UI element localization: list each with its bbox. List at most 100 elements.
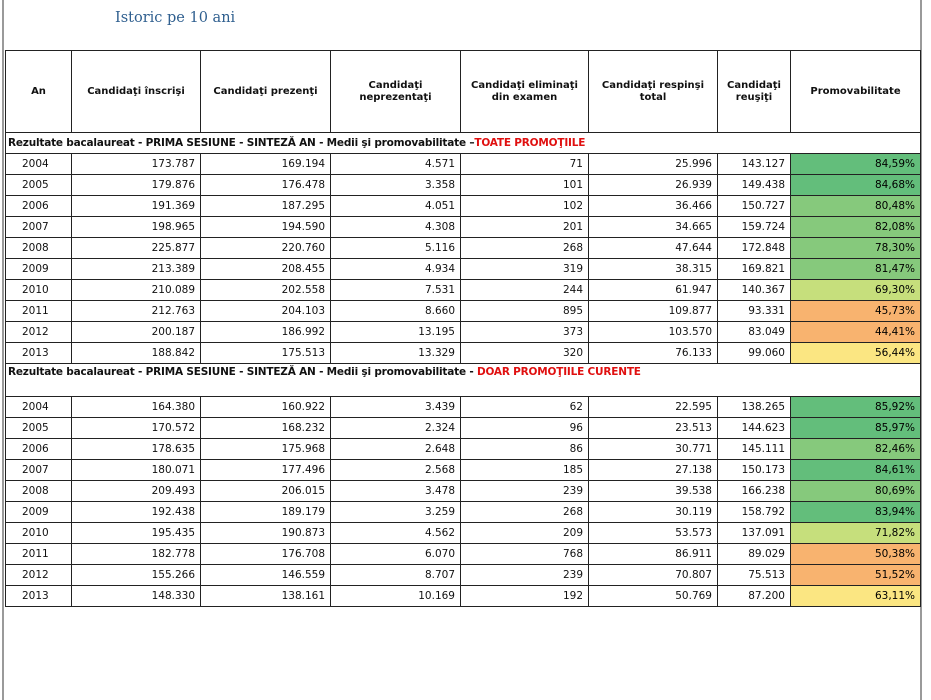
value-cell: 175.968	[200, 438, 331, 460]
value-cell: 178.635	[71, 438, 201, 460]
value-cell: 83.049	[717, 321, 791, 343]
value-cell: 137.091	[717, 522, 791, 544]
promovabilitate-cell: 84,68%	[790, 174, 921, 196]
value-cell: 3.358	[330, 174, 461, 196]
value-cell: 192	[460, 585, 589, 607]
value-cell: 150.173	[717, 459, 791, 481]
header-row: An Candidaţi înscrişi Candidaţi prezenţi…	[5, 50, 921, 133]
promovabilitate-cell: 83,94%	[790, 501, 921, 523]
value-cell: 53.573	[588, 522, 718, 544]
promovabilitate-cell: 81,47%	[790, 258, 921, 280]
value-cell: 220.760	[200, 237, 331, 259]
value-cell: 150.727	[717, 195, 791, 217]
value-cell: 182.778	[71, 543, 201, 565]
value-cell: 3.259	[330, 501, 461, 523]
value-cell: 198.965	[71, 216, 201, 238]
value-cell: 138.161	[200, 585, 331, 607]
value-cell: 188.842	[71, 342, 201, 364]
table-row: 2006 191.369 187.295 4.051 102 36.466 150.727 8…	[5, 195, 921, 217]
value-cell: 225.877	[71, 237, 201, 259]
value-cell: 176.708	[200, 543, 331, 565]
value-cell: 86.911	[588, 543, 718, 565]
section-header-row: Rezultate bacalaureat - PRIMA SESIUNE - …	[5, 132, 921, 154]
table-row: 2004 173.787 169.194 4.571 71 25.996 143.127 84…	[5, 153, 921, 175]
value-cell: 168.232	[200, 417, 331, 439]
value-cell: 268	[460, 501, 589, 523]
year-cell: 2012	[5, 321, 72, 343]
year-cell: 2012	[5, 564, 72, 586]
value-cell: 4.562	[330, 522, 461, 544]
value-cell: 76.133	[588, 342, 718, 364]
value-cell: 138.265	[717, 396, 791, 418]
promovabilitate-cell: 82,46%	[790, 438, 921, 460]
year-cell: 2007	[5, 216, 72, 238]
value-cell: 244	[460, 279, 589, 301]
value-cell: 172.848	[717, 237, 791, 259]
value-cell: 189.179	[200, 501, 331, 523]
promovabilitate-cell: 50,38%	[790, 543, 921, 565]
year-cell: 2011	[5, 300, 72, 322]
promovabilitate-cell: 84,59%	[790, 153, 921, 175]
section-header-cell: Rezultate bacalaureat - PRIMA SESIUNE - …	[5, 363, 921, 397]
table-row: 2004 164.380 160.922 3.439 62 22.595 138.265 85…	[5, 396, 921, 418]
value-cell: 89.029	[717, 543, 791, 565]
value-cell: 209.493	[71, 480, 201, 502]
value-cell: 170.572	[71, 417, 201, 439]
header-cell: Candidaţi reuşiţi	[717, 50, 791, 133]
value-cell: 169.821	[717, 258, 791, 280]
table-row: 2005 179.876 176.478 3.358 101 26.939 149.438 8…	[5, 174, 921, 196]
promovabilitate-cell: 84,61%	[790, 459, 921, 481]
value-cell: 99.060	[717, 342, 791, 364]
promovabilitate-cell: 71,82%	[790, 522, 921, 544]
year-cell: 2005	[5, 417, 72, 439]
value-cell: 27.138	[588, 459, 718, 481]
value-cell: 144.623	[717, 417, 791, 439]
value-cell: 212.763	[71, 300, 201, 322]
table-row: 2011 212.763 204.103 8.660 895 109.877 93.331 4…	[5, 300, 921, 322]
value-cell: 3.478	[330, 480, 461, 502]
results-table: An Candidaţi înscrişi Candidaţi prezenţi…	[5, 50, 921, 607]
year-cell: 2006	[5, 195, 72, 217]
table-row: 2005 170.572 168.232 2.324 96 23.513 144.623 85…	[5, 417, 921, 439]
year-cell: 2011	[5, 543, 72, 565]
table-row: 2013 188.842 175.513 13.329 320 76.133 99.060 5…	[5, 342, 921, 364]
promovabilitate-cell: 78,30%	[790, 237, 921, 259]
value-cell: 96	[460, 417, 589, 439]
promovabilitate-cell: 63,11%	[790, 585, 921, 607]
promovabilitate-cell: 69,30%	[790, 279, 921, 301]
section-highlight: DOAR PROMOŢIILE CURENTE	[476, 366, 641, 378]
value-cell: 190.873	[200, 522, 331, 544]
year-cell: 2008	[5, 237, 72, 259]
value-cell: 209	[460, 522, 589, 544]
value-cell: 6.070	[330, 543, 461, 565]
value-cell: 187.295	[200, 195, 331, 217]
year-cell: 2010	[5, 522, 72, 544]
year-cell: 2007	[5, 459, 72, 481]
promovabilitate-cell: 80,48%	[790, 195, 921, 217]
value-cell: 75.513	[717, 564, 791, 586]
value-cell: 4.051	[330, 195, 461, 217]
value-cell: 23.513	[588, 417, 718, 439]
section-highlight: TOATE PROMOŢIILE	[474, 137, 586, 149]
value-cell: 201	[460, 216, 589, 238]
header-cell: Candidaţi respinşi total	[588, 50, 718, 133]
value-cell: 13.329	[330, 342, 461, 364]
value-cell: 36.466	[588, 195, 718, 217]
promovabilitate-cell: 80,69%	[790, 480, 921, 502]
page-title: Istoric pe 10 ani	[115, 10, 236, 26]
value-cell: 4.308	[330, 216, 461, 238]
year-cell: 2006	[5, 438, 72, 460]
table-row: 2011 182.778 176.708 6.070 768 86.911 89.029 50…	[5, 543, 921, 565]
year-cell: 2008	[5, 480, 72, 502]
promovabilitate-cell: 56,44%	[790, 342, 921, 364]
value-cell: 173.787	[71, 153, 201, 175]
promovabilitate-cell: 85,97%	[790, 417, 921, 439]
value-cell: 192.438	[71, 501, 201, 523]
value-cell: 47.644	[588, 237, 718, 259]
value-cell: 109.877	[588, 300, 718, 322]
value-cell: 268	[460, 237, 589, 259]
value-cell: 13.195	[330, 321, 461, 343]
value-cell: 87.200	[717, 585, 791, 607]
value-cell: 148.330	[71, 585, 201, 607]
